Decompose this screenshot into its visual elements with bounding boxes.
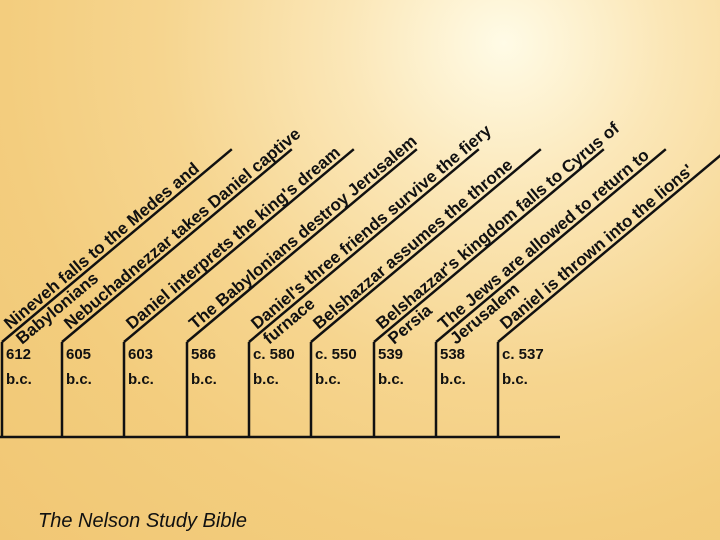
date-label-9: c. 537	[502, 346, 544, 363]
era-label-7: b.c.	[378, 371, 404, 388]
slant-line-5	[248, 148, 480, 343]
source-caption: The Nelson Study Bible	[38, 510, 248, 532]
slant-line-3	[123, 148, 355, 343]
date-label-5: c. 580	[253, 346, 295, 363]
date-label-8: 538	[440, 346, 465, 363]
slant-line-8	[435, 148, 667, 343]
date-label-7: 539	[378, 346, 403, 363]
slant-line-6	[310, 148, 542, 343]
era-label-4: b.c.	[191, 371, 217, 388]
era-label-1: b.c.	[6, 371, 32, 388]
era-label-6: b.c.	[315, 371, 341, 388]
date-label-1: 612	[6, 346, 31, 363]
era-label-8: b.c.	[440, 371, 466, 388]
date-label-4: 586	[191, 346, 216, 363]
date-label-6: c. 550	[315, 346, 357, 363]
slant-line-9	[497, 154, 720, 343]
slant-line-7	[373, 148, 605, 343]
timeline-lines	[0, 148, 720, 439]
era-label-2: b.c.	[66, 371, 92, 388]
slant-line-2	[61, 148, 293, 343]
era-label-5: b.c.	[253, 371, 279, 388]
date-label-2: 605	[66, 346, 91, 363]
slant-line-4	[186, 148, 418, 343]
era-label-3: b.c.	[128, 371, 154, 388]
slant-line-1	[1, 148, 233, 343]
era-label-9: b.c.	[502, 371, 528, 388]
date-label-3: 603	[128, 346, 153, 363]
